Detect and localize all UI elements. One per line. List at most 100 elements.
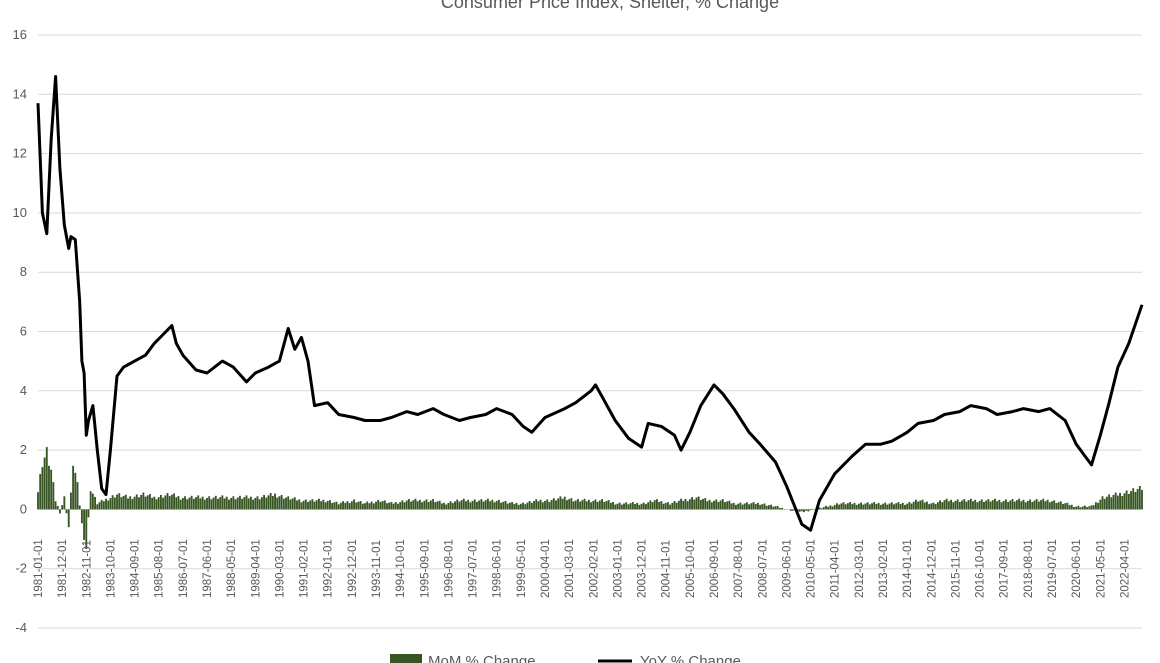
mom-bar — [333, 502, 336, 510]
mom-bar — [1051, 501, 1053, 510]
mom-bar — [381, 501, 384, 510]
mom-bar — [759, 504, 762, 510]
mom-bar — [445, 504, 448, 510]
mom-bar — [717, 501, 720, 510]
mom-bar — [313, 501, 316, 510]
mom-bar — [651, 502, 654, 510]
mom-bar — [756, 502, 759, 510]
mom-bar — [504, 500, 507, 510]
x-tick-label: 2020-06-01 — [1071, 539, 1083, 598]
mom-bar — [767, 505, 770, 510]
yoy-line-layer — [36, 75, 1144, 532]
mom-bar — [566, 500, 568, 510]
mom-bar — [102, 501, 105, 510]
x-tick-label: 1996-08-01 — [443, 539, 455, 598]
mom-bar — [614, 504, 617, 510]
mom-bar — [609, 502, 612, 510]
mom-bar — [835, 503, 838, 510]
mom-bar — [401, 500, 404, 510]
mom-bar — [361, 503, 364, 510]
mom-bar — [41, 467, 44, 510]
mom-bar — [612, 502, 614, 510]
mom-bar — [1007, 501, 1010, 510]
mom-bar — [1134, 491, 1137, 510]
mom-bar — [1037, 501, 1040, 510]
mom-bar — [781, 507, 783, 510]
mom-bar — [379, 501, 382, 510]
mom-bar — [519, 503, 522, 510]
x-tick-label: 1987-06-01 — [202, 539, 214, 598]
mom-bar — [98, 502, 101, 510]
mom-bar — [987, 499, 990, 510]
y-tick-label: 8 — [20, 264, 27, 279]
mom-bar — [465, 501, 467, 510]
mom-bar — [770, 504, 773, 510]
mom-bar — [254, 497, 257, 510]
mom-bar — [309, 500, 312, 510]
mom-bar — [418, 499, 421, 510]
x-tick-label: 2004-11-01 — [661, 540, 673, 598]
mom-bar — [1068, 505, 1071, 510]
mom-bar — [339, 502, 342, 510]
mom-bar — [724, 502, 726, 510]
x-tick-label: 1995-09-01 — [419, 539, 431, 598]
mom-bar — [967, 500, 970, 510]
gridlines — [38, 34, 1142, 629]
mom-bar — [807, 509, 810, 512]
mom-bar — [822, 507, 825, 510]
mom-bar — [111, 495, 114, 510]
mom-bar — [1084, 505, 1086, 510]
mom-bar — [107, 500, 110, 510]
mom-bar — [943, 500, 946, 510]
mom-bar — [342, 501, 345, 510]
mom-bar — [594, 499, 597, 510]
mom-bar — [69, 492, 72, 510]
mom-bar — [61, 505, 64, 510]
mom-bar — [52, 482, 55, 510]
mom-bar — [436, 501, 439, 510]
mom-bar — [434, 502, 437, 510]
mom-bar — [296, 500, 298, 510]
mom-bar — [919, 500, 922, 510]
mom-bar — [829, 505, 832, 510]
y-tick-label: -4 — [15, 620, 27, 635]
mom-bar — [623, 503, 625, 510]
mom-bar — [642, 502, 645, 510]
mom-bar — [144, 496, 147, 510]
mom-bar — [737, 503, 740, 510]
mom-bar — [162, 497, 165, 510]
mom-bar — [998, 499, 1001, 510]
mom-bar — [669, 504, 672, 510]
mom-bar — [873, 502, 876, 510]
mom-bar — [846, 503, 849, 510]
mom-bar — [634, 504, 636, 510]
mom-bar — [208, 496, 211, 510]
mom-bar — [776, 506, 779, 510]
mom-bar — [901, 502, 904, 510]
mom-bar — [129, 496, 132, 510]
mom-bar — [906, 503, 909, 510]
mom-bar — [792, 509, 794, 511]
mom-bar — [875, 504, 878, 510]
mom-bar — [285, 497, 287, 510]
mom-bar — [491, 499, 494, 510]
mom-bar — [1132, 488, 1135, 510]
mom-bar — [895, 503, 898, 510]
mom-bar — [833, 504, 836, 510]
y-tick-label: 4 — [20, 383, 27, 398]
mom-bar — [113, 497, 116, 510]
mom-bar — [234, 499, 237, 510]
mom-bar — [1110, 497, 1113, 510]
mom-bar — [561, 498, 564, 510]
mom-bar — [730, 503, 733, 510]
mom-bar — [1053, 500, 1056, 510]
mom-bar — [1094, 502, 1097, 510]
mom-bar — [1022, 499, 1025, 510]
mom-bar — [48, 465, 50, 510]
mom-bar — [423, 500, 426, 510]
mom-bar — [568, 499, 571, 510]
mom-bar — [462, 498, 465, 510]
mom-bar — [664, 502, 667, 510]
mom-bar — [1070, 504, 1073, 510]
mom-bar — [844, 504, 847, 510]
